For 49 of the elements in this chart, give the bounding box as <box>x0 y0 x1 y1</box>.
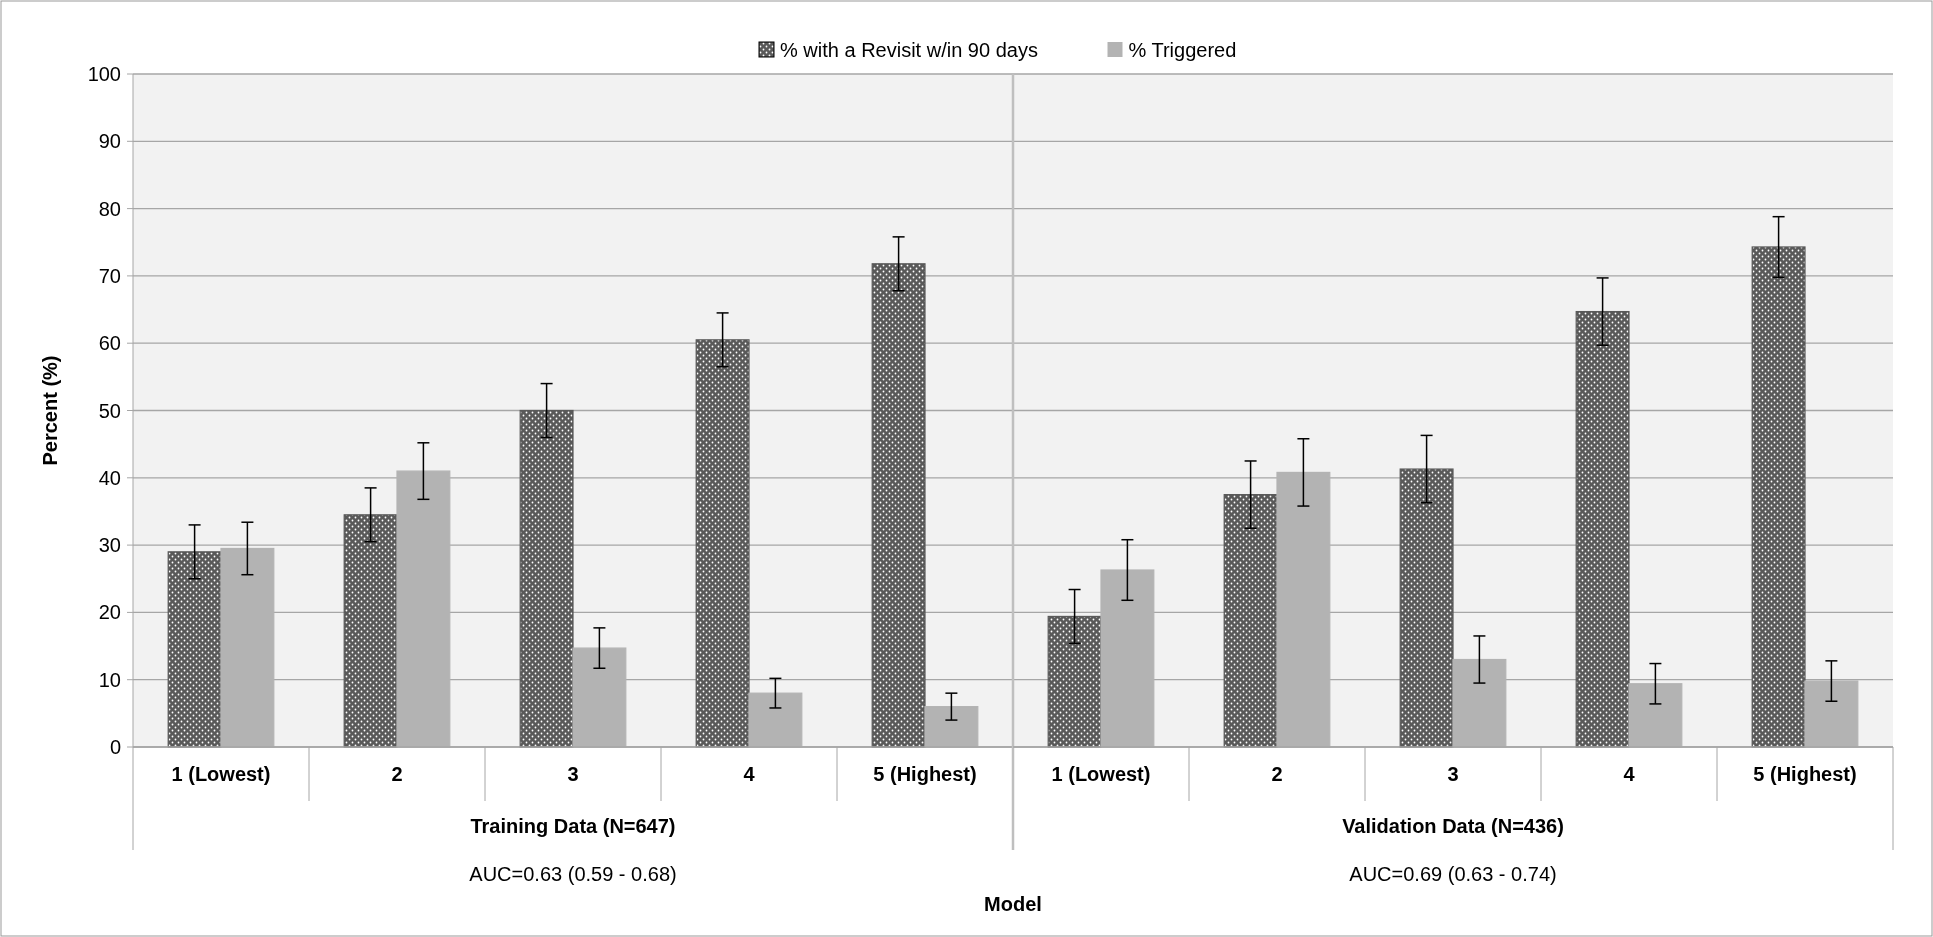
y-tick-label: 20 <box>98 601 121 624</box>
y-tick-label: 40 <box>98 466 121 489</box>
legend-label: % with a Revisit w/in 90 days <box>780 39 1038 61</box>
bar <box>220 547 275 748</box>
y-tick-label: 90 <box>98 130 121 153</box>
x-tick-label: 1 (Lowest) <box>1051 763 1151 785</box>
bar <box>748 692 803 748</box>
bar <box>572 647 627 748</box>
bar <box>167 551 222 748</box>
bar <box>871 263 926 748</box>
x-tick-label: 4 <box>1623 763 1636 785</box>
bar <box>1223 494 1278 748</box>
x-tick-label: 5 (Highest) <box>1753 763 1857 785</box>
y-tick-label: 80 <box>98 197 121 220</box>
y-tick-label: 100 <box>87 63 121 85</box>
y-axis-title: Percent (%) <box>39 355 61 466</box>
x-tick-label: 5 (Highest) <box>873 763 977 785</box>
x-tick-label: 1 (Lowest) <box>171 763 271 785</box>
bar <box>343 514 398 748</box>
text: AUC=0.69 (0.63 - 0.74) <box>1349 863 1557 885</box>
bar <box>519 409 574 748</box>
bar <box>924 706 979 748</box>
y-tick-label: 30 <box>98 534 121 557</box>
text: Training Data (N=647) <box>470 814 676 837</box>
x-tick-label: 4 <box>743 763 756 785</box>
bar <box>396 470 451 748</box>
bar <box>1751 246 1806 748</box>
y-tick-label: 60 <box>98 332 121 355</box>
x-axis-title: Model <box>984 893 1042 915</box>
y-tick-label: 70 <box>98 264 121 287</box>
bar <box>1575 310 1630 748</box>
y-tick-label: 10 <box>98 668 121 691</box>
text: Validation Data (N=436) <box>1342 814 1564 837</box>
x-tick-label: 3 <box>1447 763 1459 785</box>
x-tick-label: 2 <box>1271 763 1283 785</box>
x-tick-label: 3 <box>567 763 579 785</box>
bar <box>1047 615 1102 748</box>
text: AUC=0.63 (0.59 - 0.68) <box>469 863 677 885</box>
x-tick-label: 2 <box>391 763 403 785</box>
legend-label: % Triggered <box>1128 39 1237 61</box>
bar <box>1452 658 1507 748</box>
bar <box>1100 569 1155 748</box>
bar <box>1628 683 1683 748</box>
y-tick-label: 50 <box>98 399 121 422</box>
bar <box>1276 471 1331 748</box>
bar <box>1399 468 1454 748</box>
bar <box>1804 680 1859 748</box>
bar <box>695 339 750 748</box>
y-tick-label: 0 <box>109 736 121 758</box>
